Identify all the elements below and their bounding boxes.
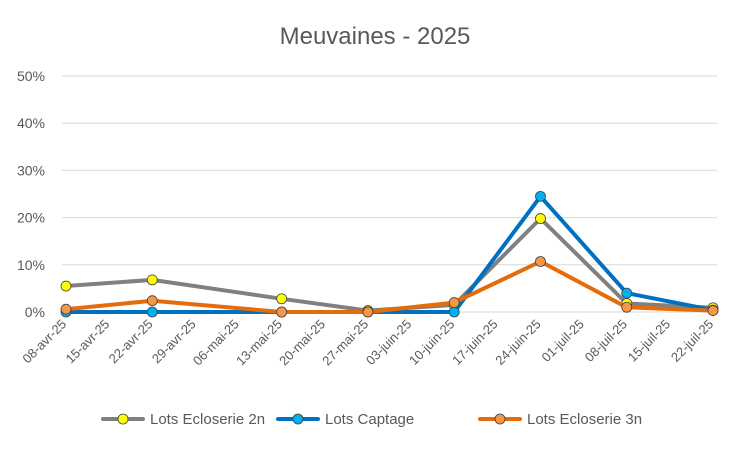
y-tick-label: 20% — [17, 210, 45, 226]
series-line — [64, 259, 715, 314]
x-axis-ticks: 08-avr-2515-avr-2522-avr-2529-avr-2506-m… — [19, 316, 716, 368]
data-point — [146, 306, 158, 318]
x-tick-label: 17-juin-25 — [449, 316, 500, 367]
series-line — [64, 194, 715, 314]
data-point — [535, 256, 546, 267]
data-point — [448, 297, 460, 308]
legend-entry: Lots Ecloserie 3n — [478, 411, 642, 428]
x-tick-label: 03-juin-25 — [363, 316, 414, 367]
series-lines — [60, 190, 719, 318]
legend-swatch-marker — [292, 413, 304, 425]
data-point — [621, 287, 633, 299]
data-point — [276, 293, 288, 305]
data-point — [535, 190, 546, 202]
x-tick-label: 01-juil-25 — [538, 316, 586, 364]
x-tick-label: 24-juin-25 — [492, 316, 543, 367]
legend-label: Lots Ecloserie 3n — [527, 411, 642, 428]
x-tick-label: 22-avr-25 — [106, 316, 156, 366]
y-tick-label: 30% — [17, 162, 45, 178]
x-tick-label: 13-mai-25 — [233, 316, 285, 368]
legend-swatch-marker — [494, 413, 506, 425]
x-tick-label: 20-mai-25 — [276, 316, 328, 368]
legend-swatch-marker — [117, 413, 129, 425]
series-3 — [60, 256, 719, 318]
data-point — [362, 306, 374, 318]
x-tick-label: 10-juin-25 — [406, 316, 457, 367]
y-axis-ticks: 0% 10% 20% 30% 40% 50% — [17, 68, 45, 320]
chart-title: Meuvaines - 2025 — [280, 23, 471, 50]
gridlines — [62, 75, 717, 313]
data-point — [60, 280, 72, 292]
data-point — [60, 303, 72, 315]
x-tick-label: 22-juil-25 — [668, 316, 716, 364]
x-tick-label: 15-juil-25 — [625, 316, 673, 364]
data-point — [707, 305, 719, 316]
y-tick-label: 0% — [25, 304, 45, 320]
data-point — [448, 306, 460, 318]
data-point — [146, 274, 158, 286]
y-tick-label: 40% — [17, 115, 45, 131]
legend: Lots Ecloserie 2n Lots Captage Lots Eclose… — [101, 411, 642, 428]
x-tick-label: 15-avr-25 — [62, 316, 112, 366]
legend-entry: Lots Captage — [276, 411, 414, 428]
y-tick-label: 50% — [17, 68, 45, 84]
data-point — [621, 301, 633, 313]
legend-label: Lots Ecloserie 2n — [150, 411, 265, 428]
x-tick-label: 06-mai-25 — [190, 316, 242, 368]
x-tick-label: 27-mai-25 — [319, 316, 371, 368]
legend-entry: Lots Ecloserie 2n — [101, 411, 265, 428]
data-point — [276, 306, 288, 318]
data-point — [146, 295, 158, 307]
data-point — [535, 213, 546, 224]
x-tick-label: 08-avr-25 — [19, 316, 69, 366]
x-tick-label: 08-juil-25 — [582, 316, 630, 364]
y-tick-label: 10% — [17, 257, 45, 273]
legend-label: Lots Captage — [325, 411, 414, 428]
